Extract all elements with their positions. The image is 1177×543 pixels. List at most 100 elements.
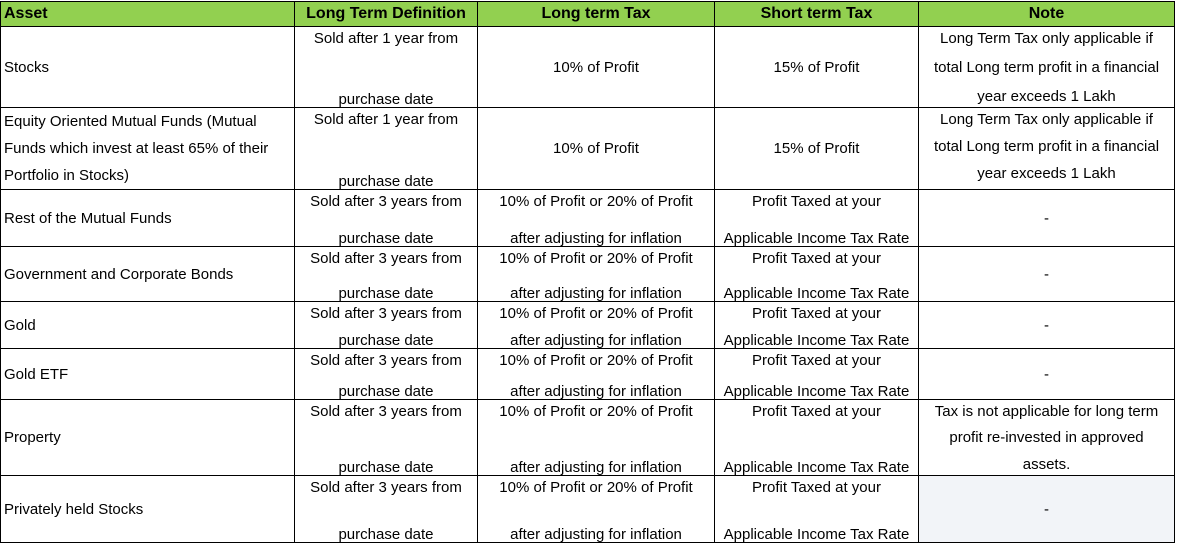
header-long-term-tax: Long term Tax [477, 1, 715, 27]
note-cell: Tax is not applicable for long term prof… [918, 399, 1175, 476]
definition-line: Sold after 3 years from [310, 250, 462, 267]
long-term-tax-cell: 10% of Profit [477, 107, 715, 190]
short-term-tax-line: Profit Taxed at your [752, 479, 881, 496]
long-term-tax-cell: 10% of Profit or 20% of Profit after adj… [477, 475, 715, 543]
note-line: assets. [1022, 456, 1071, 473]
asset-line: Equity Oriented Mutual Funds (Mutual [4, 113, 257, 130]
note-line: Long Term Tax only applicable if [940, 30, 1153, 47]
long-term-tax-line: 10% of Profit or 20% of Profit [499, 305, 693, 322]
short-term-tax-cell: Profit Taxed at your Applicable Income T… [714, 301, 919, 349]
short-term-tax-line: Applicable Income Tax Rate [723, 526, 910, 543]
definition-line: purchase date [338, 230, 434, 247]
short-term-tax-cell: Profit Taxed at your Applicable Income T… [714, 399, 919, 476]
long-term-definition-cell: Sold after 3 years from purchase date [294, 399, 478, 476]
long-term-tax-line: 10% of Profit or 20% of Profit [499, 193, 693, 210]
asset-cell: Gold ETF [0, 348, 295, 400]
note-line: profit re-invested in approved [949, 429, 1144, 446]
short-term-tax-cell: 15% of Profit [714, 107, 919, 190]
long-term-tax-line: 10% of Profit or 20% of Profit [499, 403, 693, 420]
long-term-tax-line: after adjusting for inflation [510, 383, 682, 400]
short-term-tax-cell: Profit Taxed at your Applicable Income T… [714, 246, 919, 302]
definition-line: Sold after 3 years from [310, 193, 462, 210]
short-term-tax-cell: Profit Taxed at your Applicable Income T… [714, 475, 919, 543]
short-term-tax-cell: Profit Taxed at your Applicable Income T… [714, 348, 919, 400]
table-row: Stocks Sold after 1 year from purchase d… [0, 26, 1175, 108]
definition-line: purchase date [338, 91, 434, 108]
long-term-tax-line: after adjusting for inflation [510, 526, 682, 543]
long-term-tax-cell: 10% of Profit or 20% of Profit after adj… [477, 348, 715, 400]
long-term-tax-cell: 10% of Profit or 20% of Profit after adj… [477, 399, 715, 476]
definition-line: Sold after 1 year from [313, 111, 459, 128]
short-term-tax-line: Profit Taxed at your [752, 250, 881, 267]
note-cell: - [918, 475, 1175, 543]
short-term-tax-line: Profit Taxed at your [752, 352, 881, 369]
short-term-tax-line: Applicable Income Tax Rate [723, 332, 910, 349]
long-term-tax-cell: 10% of Profit or 20% of Profit after adj… [477, 246, 715, 302]
header-row: Asset Long Term Definition Long term Tax… [0, 1, 1175, 27]
asset-cell: Rest of the Mutual Funds [0, 189, 295, 247]
asset-line: Portfolio in Stocks) [4, 167, 130, 184]
note-cell: Long Term Tax only applicable if total L… [918, 107, 1175, 190]
note-line: Long Term Tax only applicable if [940, 111, 1153, 128]
short-term-tax-line: Applicable Income Tax Rate [723, 285, 910, 302]
note-cell: - [918, 189, 1175, 247]
long-term-tax-line: after adjusting for inflation [510, 285, 682, 302]
note-cell: Long Term Tax only applicable if total L… [918, 26, 1175, 108]
asset-cell: Property [0, 399, 295, 476]
short-term-tax-line: Profit Taxed at your [752, 193, 881, 210]
note-line: year exceeds 1 Lakh [977, 88, 1116, 105]
table-row: Property Sold after 3 years from purchas… [0, 399, 1175, 476]
header-short-term-tax: Short term Tax [714, 1, 919, 27]
definition-line: purchase date [338, 459, 434, 476]
header-asset: Asset [0, 1, 295, 27]
long-term-tax-line: after adjusting for inflation [510, 332, 682, 349]
asset-line: Funds which invest at least 65% of their [4, 140, 269, 157]
asset-cell: Privately held Stocks [0, 475, 295, 543]
note-line: total Long term profit in a financial [933, 138, 1160, 155]
header-note: Note [918, 1, 1175, 27]
long-term-tax-cell: 10% of Profit or 20% of Profit after adj… [477, 189, 715, 247]
asset-cell: Stocks [0, 26, 295, 108]
long-term-tax-cell: 10% of Profit [477, 26, 715, 108]
short-term-tax-cell: 15% of Profit [714, 26, 919, 108]
long-term-tax-line: 10% of Profit or 20% of Profit [499, 352, 693, 369]
table-row: Government and Corporate Bonds Sold afte… [0, 246, 1175, 302]
definition-line: Sold after 3 years from [310, 479, 462, 496]
asset-cell: Gold [0, 301, 295, 349]
long-term-definition-cell: Sold after 1 year from purchase date [294, 107, 478, 190]
definition-line: Sold after 3 years from [310, 352, 462, 369]
short-term-tax-line: Applicable Income Tax Rate [723, 230, 910, 247]
definition-line: Sold after 3 years from [310, 305, 462, 322]
note-cell: - [918, 301, 1175, 349]
definition-line: purchase date [338, 173, 434, 190]
long-term-tax-line: after adjusting for inflation [510, 459, 682, 476]
long-term-tax-line: 10% of Profit or 20% of Profit [499, 250, 693, 267]
long-term-tax-cell: 10% of Profit or 20% of Profit after adj… [477, 301, 715, 349]
definition-line: purchase date [338, 383, 434, 400]
asset-cell: Equity Oriented Mutual Funds (Mutual Fun… [0, 107, 295, 190]
definition-line: purchase date [338, 285, 434, 302]
short-term-tax-line: Applicable Income Tax Rate [723, 383, 910, 400]
note-line: Tax is not applicable for long term [934, 403, 1159, 420]
long-term-tax-line: 10% of Profit or 20% of Profit [499, 479, 693, 496]
definition-line: purchase date [338, 332, 434, 349]
definition-line: purchase date [338, 526, 434, 543]
short-term-tax-line: Profit Taxed at your [752, 403, 881, 420]
long-term-definition-cell: Sold after 1 year from purchase date [294, 26, 478, 108]
table-row: Gold ETF Sold after 3 years from purchas… [0, 348, 1175, 400]
header-long-term-definition: Long Term Definition [294, 1, 478, 27]
note-cell: - [918, 348, 1175, 400]
short-term-tax-line: Profit Taxed at your [752, 305, 881, 322]
table-row: Privately held Stocks Sold after 3 years… [0, 475, 1175, 543]
table-row: Gold Sold after 3 years from purchase da… [0, 301, 1175, 349]
note-cell: - [918, 246, 1175, 302]
definition-line: Sold after 1 year from [313, 30, 459, 47]
long-term-definition-cell: Sold after 3 years from purchase date [294, 301, 478, 349]
short-term-tax-cell: Profit Taxed at your Applicable Income T… [714, 189, 919, 247]
definition-line: Sold after 3 years from [310, 403, 462, 420]
long-term-definition-cell: Sold after 3 years from purchase date [294, 348, 478, 400]
long-term-definition-cell: Sold after 3 years from purchase date [294, 246, 478, 302]
table-row: Rest of the Mutual Funds Sold after 3 ye… [0, 189, 1175, 247]
long-term-definition-cell: Sold after 3 years from purchase date [294, 475, 478, 543]
